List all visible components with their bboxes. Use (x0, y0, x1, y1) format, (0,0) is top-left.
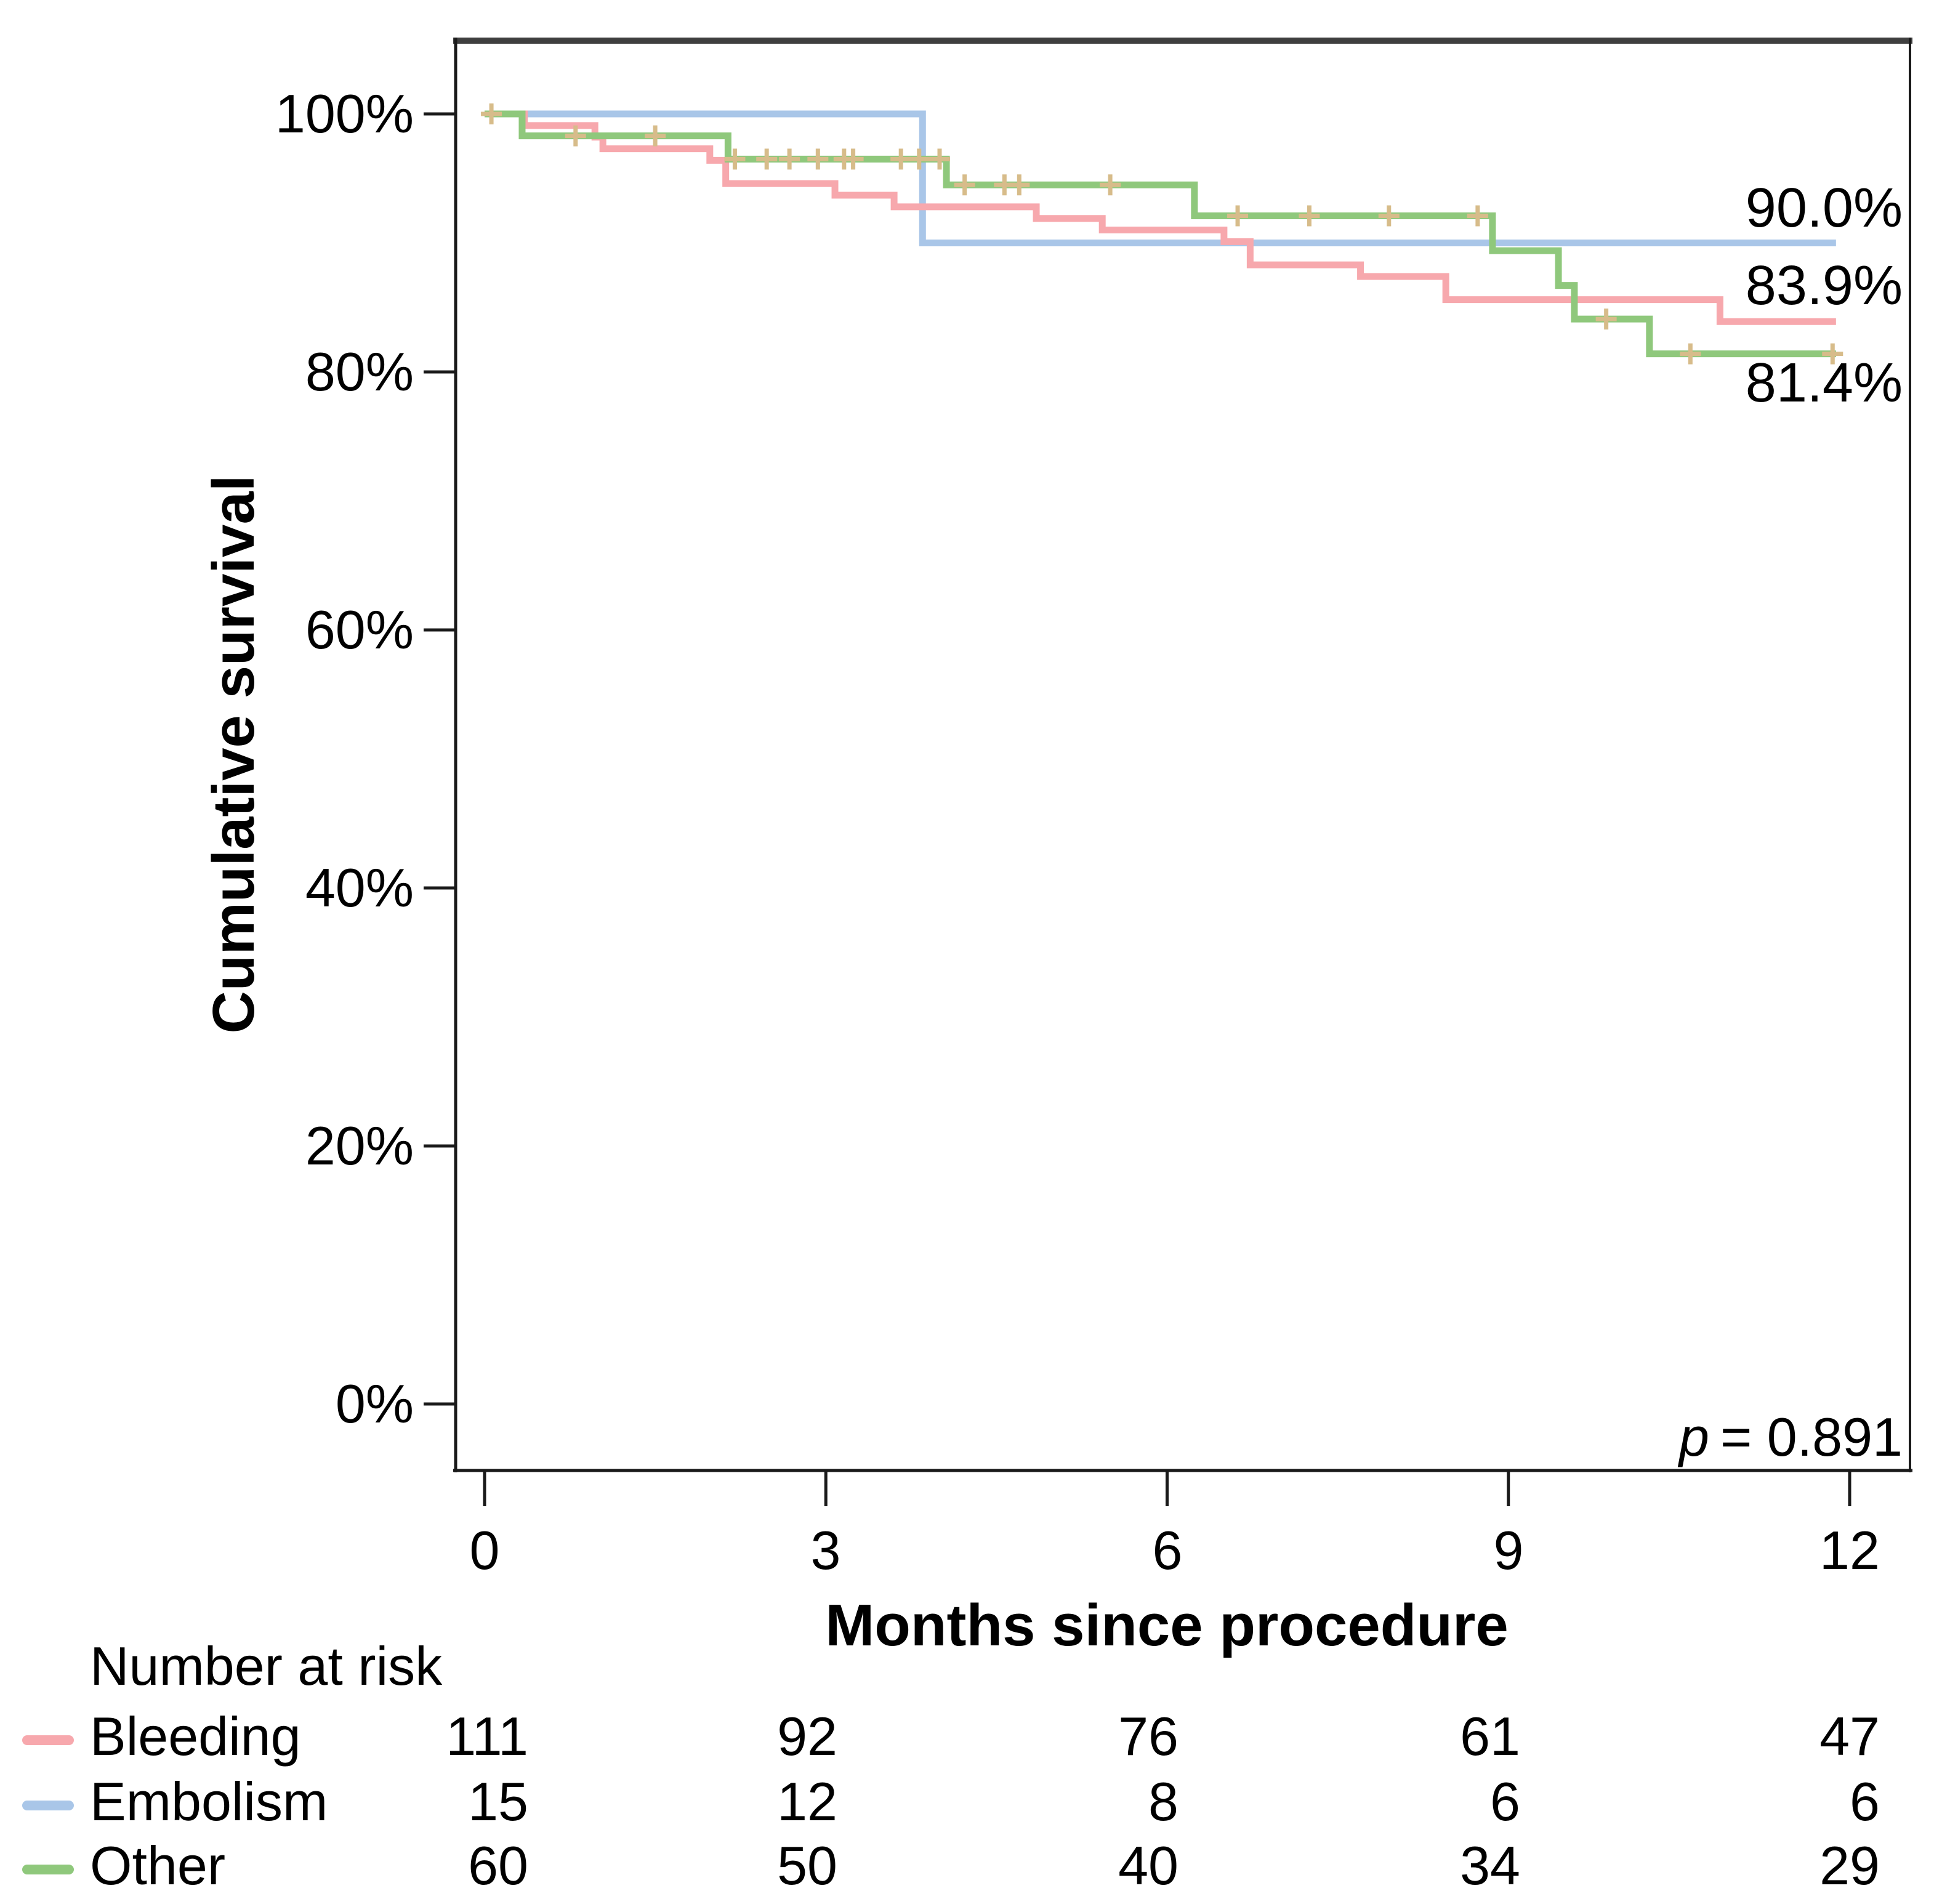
y-tick-label-40: 40% (305, 857, 414, 918)
legend-swatch-embolism-icon (22, 1801, 74, 1810)
p-value-label: p = 0.891 (1533, 1399, 1903, 1475)
risk-value: 61 (1460, 1706, 1520, 1767)
end-label-embolism: 90.0% (1745, 177, 1903, 239)
risk-value: 12 (777, 1771, 837, 1832)
risk-table-title: Number at risk (90, 1636, 443, 1696)
x-tick-label-0: 0 (469, 1520, 500, 1581)
risk-row-label-bleeding: Bleeding (90, 1706, 301, 1767)
risk-value: 50 (777, 1835, 837, 1896)
risk-row-label-other: Other (90, 1835, 226, 1896)
y-tick-label-20: 20% (305, 1115, 414, 1176)
x-tick-label-3: 3 (810, 1520, 841, 1581)
curve-other (485, 110, 1836, 358)
end-label-bleeding: 83.9% (1745, 255, 1903, 317)
risk-value: 6 (1490, 1771, 1520, 1832)
risk-row-label-embolism: Embolism (90, 1771, 328, 1832)
x-tick-label-6: 6 (1152, 1520, 1183, 1581)
risk-value: 47 (1819, 1706, 1880, 1767)
y-tick-label-0: 0% (335, 1373, 414, 1434)
x-tick-label-12: 12 (1819, 1520, 1880, 1581)
end-label-other: 81.4% (1745, 352, 1903, 414)
risk-value: 8 (1148, 1771, 1179, 1832)
curve-embolism (485, 110, 1836, 246)
risk-value: 40 (1118, 1835, 1179, 1896)
curve-bleeding (485, 110, 1836, 325)
legend-swatch-other-icon (22, 1865, 74, 1874)
p-symbol: p (1678, 1406, 1709, 1467)
x-tick-label-9: 9 (1493, 1520, 1524, 1581)
risk-value: 34 (1460, 1835, 1520, 1896)
risk-value: 60 (468, 1835, 528, 1896)
risk-value: 15 (468, 1771, 528, 1832)
legend-swatch-bleeding-icon (22, 1735, 74, 1745)
risk-value: 29 (1819, 1835, 1880, 1896)
risk-value: 76 (1118, 1706, 1179, 1767)
y-tick-label-60: 60% (305, 599, 414, 660)
y-tick-label-80: 80% (305, 341, 414, 402)
risk-value: 111 (446, 1706, 528, 1767)
risk-value: 6 (1850, 1771, 1880, 1832)
p-value-text: = 0.891 (1720, 1406, 1903, 1467)
risk-value: 92 (777, 1706, 837, 1767)
y-axis-title: Cumulative survival (201, 475, 267, 1034)
x-axis-title: Months since procedure (825, 1592, 1509, 1658)
y-tick-label-100: 100% (275, 83, 414, 144)
